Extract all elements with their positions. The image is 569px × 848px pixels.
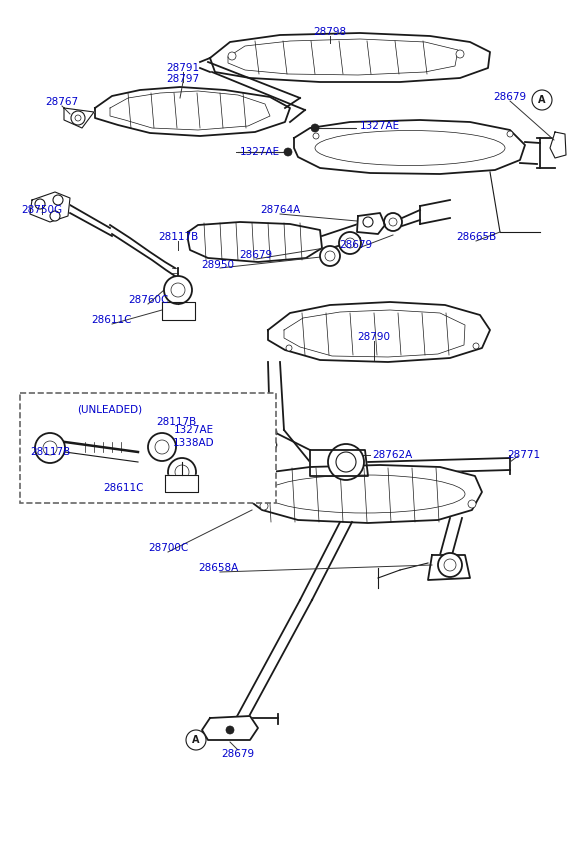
Polygon shape: [188, 222, 322, 262]
Circle shape: [389, 218, 397, 226]
Text: 28665B: 28665B: [456, 232, 496, 242]
Polygon shape: [162, 302, 195, 320]
Text: 28771: 28771: [508, 450, 541, 460]
Circle shape: [286, 345, 292, 351]
Circle shape: [325, 251, 335, 261]
Polygon shape: [210, 33, 490, 82]
Circle shape: [313, 133, 319, 139]
Polygon shape: [30, 192, 70, 222]
Circle shape: [473, 343, 479, 349]
Circle shape: [260, 502, 268, 510]
Circle shape: [155, 440, 169, 454]
Circle shape: [532, 90, 552, 110]
Circle shape: [148, 433, 176, 461]
Circle shape: [328, 444, 364, 480]
Polygon shape: [165, 475, 198, 492]
Polygon shape: [202, 716, 258, 740]
Polygon shape: [294, 120, 525, 174]
Circle shape: [311, 124, 319, 132]
Circle shape: [228, 52, 236, 60]
Circle shape: [168, 458, 196, 486]
Text: 28767: 28767: [46, 97, 79, 107]
FancyBboxPatch shape: [20, 393, 276, 503]
Text: 28790: 28790: [357, 332, 390, 342]
Circle shape: [363, 217, 373, 227]
Circle shape: [53, 195, 63, 205]
Text: 28760C: 28760C: [128, 295, 168, 305]
Text: 28762A: 28762A: [372, 450, 413, 460]
Circle shape: [444, 559, 456, 571]
Circle shape: [468, 500, 476, 508]
Circle shape: [267, 427, 277, 437]
Circle shape: [507, 131, 513, 137]
Text: (UNLEADED): (UNLEADED): [77, 405, 143, 415]
Circle shape: [186, 730, 206, 750]
Polygon shape: [246, 465, 482, 523]
Circle shape: [35, 433, 65, 463]
Text: 28679: 28679: [240, 250, 273, 260]
Text: 28798: 28798: [314, 27, 347, 37]
Text: 28750G: 28750G: [22, 205, 63, 215]
Text: 28950: 28950: [201, 260, 234, 270]
Polygon shape: [268, 302, 490, 362]
Circle shape: [35, 199, 45, 209]
Text: 28791: 28791: [167, 63, 200, 73]
Text: 28658A: 28658A: [198, 563, 238, 573]
Text: 28117B: 28117B: [156, 417, 196, 427]
Polygon shape: [64, 108, 94, 128]
Text: 28611C: 28611C: [104, 483, 145, 493]
Circle shape: [43, 441, 57, 455]
Text: 1327AE: 1327AE: [174, 425, 214, 435]
Polygon shape: [550, 132, 566, 158]
Text: 28764A: 28764A: [260, 205, 300, 215]
Text: A: A: [538, 95, 546, 105]
Text: A: A: [192, 735, 200, 745]
Circle shape: [320, 246, 340, 266]
Circle shape: [71, 111, 85, 125]
Text: 28117B: 28117B: [158, 232, 198, 242]
Polygon shape: [357, 213, 385, 234]
Text: 28679: 28679: [340, 240, 373, 250]
Circle shape: [339, 232, 361, 254]
Circle shape: [267, 440, 277, 450]
Text: 28679: 28679: [221, 749, 254, 759]
Polygon shape: [310, 450, 368, 476]
Circle shape: [345, 238, 355, 248]
Text: 1327AE: 1327AE: [240, 147, 280, 157]
Circle shape: [226, 726, 234, 734]
Text: 28797: 28797: [167, 74, 200, 84]
Circle shape: [175, 465, 189, 479]
Circle shape: [438, 553, 462, 577]
Text: 28611C: 28611C: [92, 315, 132, 325]
Text: 1327AE: 1327AE: [360, 121, 400, 131]
Text: 28700C: 28700C: [148, 543, 188, 553]
Circle shape: [164, 276, 192, 304]
Circle shape: [456, 50, 464, 58]
Circle shape: [171, 283, 185, 297]
Polygon shape: [428, 555, 470, 580]
Circle shape: [284, 148, 292, 156]
Text: 28679: 28679: [493, 92, 526, 102]
Polygon shape: [95, 87, 290, 136]
Circle shape: [75, 115, 81, 121]
Circle shape: [50, 211, 60, 221]
Text: 1338AD: 1338AD: [173, 438, 215, 448]
Text: 28117B: 28117B: [30, 447, 70, 457]
Circle shape: [336, 452, 356, 472]
Circle shape: [384, 213, 402, 231]
